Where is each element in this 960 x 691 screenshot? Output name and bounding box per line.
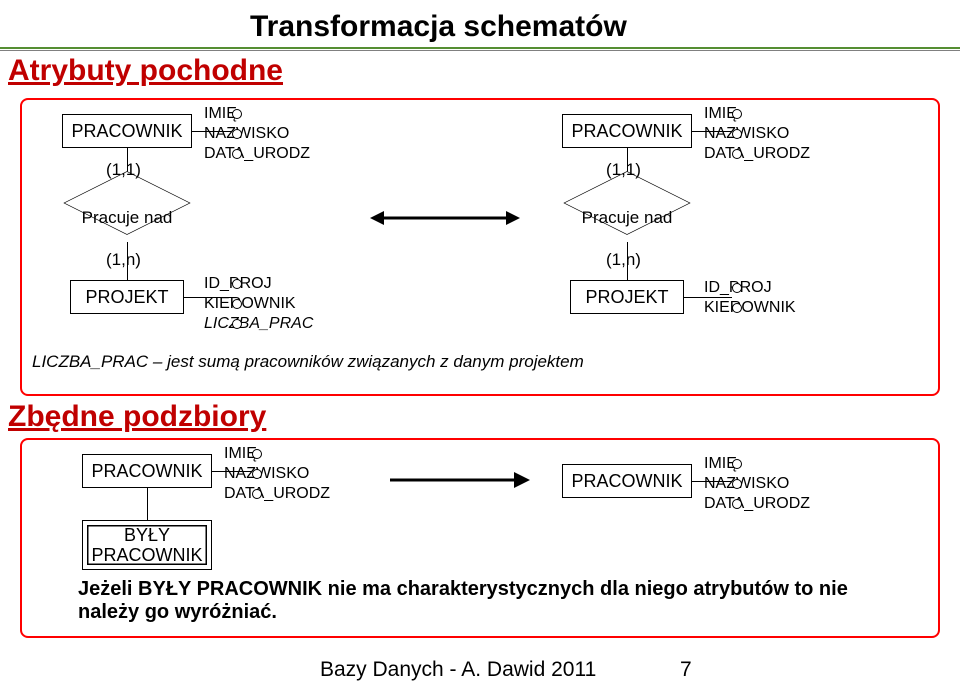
- attrs-projekt-tl: ID_PROJ KIEROWNIK LICZBA_PRAC: [204, 274, 313, 334]
- title-rule-grey: [0, 50, 960, 51]
- attrs-projekt-tr: ID_PROJ KIEROWNIK: [704, 278, 796, 318]
- card-1-n-tl: (1,n): [106, 250, 141, 270]
- attrs-pracownik-br: IMIĘ NAZWISKO DATA_URODZ: [704, 454, 810, 514]
- entity-byly-pracownik: BYŁY PRACOWNIK: [82, 520, 212, 570]
- section-atrybuty: Atrybuty pochodne: [8, 54, 283, 88]
- title-rule-green: [0, 47, 960, 49]
- page-number: 7: [680, 658, 692, 682]
- entity-projekt-tr: PROJEKT: [570, 280, 684, 314]
- transform-arrow-top: [370, 206, 520, 230]
- relation-pracuje-nad-tr: Pracuje nad: [560, 188, 694, 248]
- transform-arrow-bottom: [390, 468, 530, 492]
- entity-pracownik-tr: PRACOWNIK: [562, 114, 692, 148]
- footer-text: Bazy Danych - A. Dawid 2011: [320, 658, 596, 682]
- entity-projekt-tl: PROJEKT: [70, 280, 184, 314]
- note-liczba-prac: LICZBA_PRAC – jest sumą pracowników zwią…: [32, 352, 584, 372]
- relation-pracuje-nad-tl: Pracuje nad: [60, 188, 194, 248]
- entity-pracownik-br: PRACOWNIK: [562, 464, 692, 498]
- card-1-1-tl: (1,1): [106, 160, 141, 180]
- card-1-n-tr: (1,n): [606, 250, 641, 270]
- card-1-1-tr: (1,1): [606, 160, 641, 180]
- entity-pracownik-bl: PRACOWNIK: [82, 454, 212, 488]
- attrs-pracownik-bl: IMIĘ NAZWISKO DATA_URODZ: [224, 444, 330, 504]
- vline: [147, 488, 148, 520]
- note-byly-pracownik: Jeżeli BYŁY PRACOWNIK nie ma charakterys…: [78, 578, 908, 624]
- slide-title: Transformacja schematów: [250, 10, 627, 44]
- section-zbedne: Zbędne podzbiory: [8, 400, 266, 434]
- attrs-pracownik-tl: IMIĘ NAZWISKO DATA_URODZ: [204, 104, 310, 164]
- attrs-pracownik-tr: IMIĘ NAZWISKO DATA_URODZ: [704, 104, 810, 164]
- entity-pracownik-tl: PRACOWNIK: [62, 114, 192, 148]
